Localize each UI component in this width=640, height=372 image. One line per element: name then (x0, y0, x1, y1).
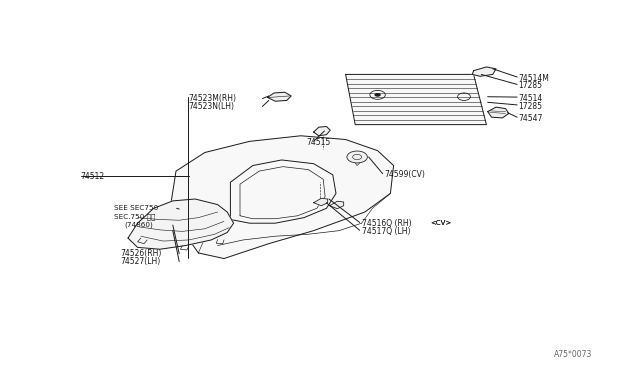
Text: SEE SEC750: SEE SEC750 (114, 205, 158, 211)
Polygon shape (330, 201, 344, 209)
Text: 74516Q (RH): 74516Q (RH) (362, 219, 412, 228)
Text: 17285: 17285 (518, 81, 543, 90)
Text: 17285: 17285 (518, 102, 543, 110)
Text: 74517Q (LH): 74517Q (LH) (362, 227, 410, 235)
Text: SEC.750 参照: SEC.750 参照 (114, 213, 156, 220)
Text: 74514: 74514 (518, 94, 543, 103)
Text: 74523M(RH): 74523M(RH) (189, 94, 237, 103)
Polygon shape (346, 74, 486, 125)
Text: A75*0073: A75*0073 (554, 350, 592, 359)
Text: 74527(LH): 74527(LH) (120, 257, 161, 266)
Polygon shape (128, 199, 234, 249)
Polygon shape (314, 198, 328, 206)
Text: 74514M: 74514M (518, 74, 549, 83)
Polygon shape (268, 92, 291, 101)
Text: <CV>: <CV> (430, 220, 451, 226)
Text: 74523N(LH): 74523N(LH) (189, 102, 235, 111)
Text: <CV>: <CV> (430, 220, 451, 226)
Text: 74526(RH): 74526(RH) (120, 249, 162, 258)
Text: 74515: 74515 (306, 138, 330, 147)
Text: 74599(CV): 74599(CV) (384, 170, 425, 179)
Circle shape (374, 93, 381, 97)
Text: (74860): (74860) (125, 221, 154, 228)
Polygon shape (472, 67, 496, 76)
Circle shape (347, 151, 367, 163)
Polygon shape (314, 126, 330, 136)
Polygon shape (488, 107, 509, 118)
Text: 74512: 74512 (80, 172, 104, 181)
Polygon shape (170, 136, 394, 259)
Text: 74547: 74547 (518, 114, 543, 123)
